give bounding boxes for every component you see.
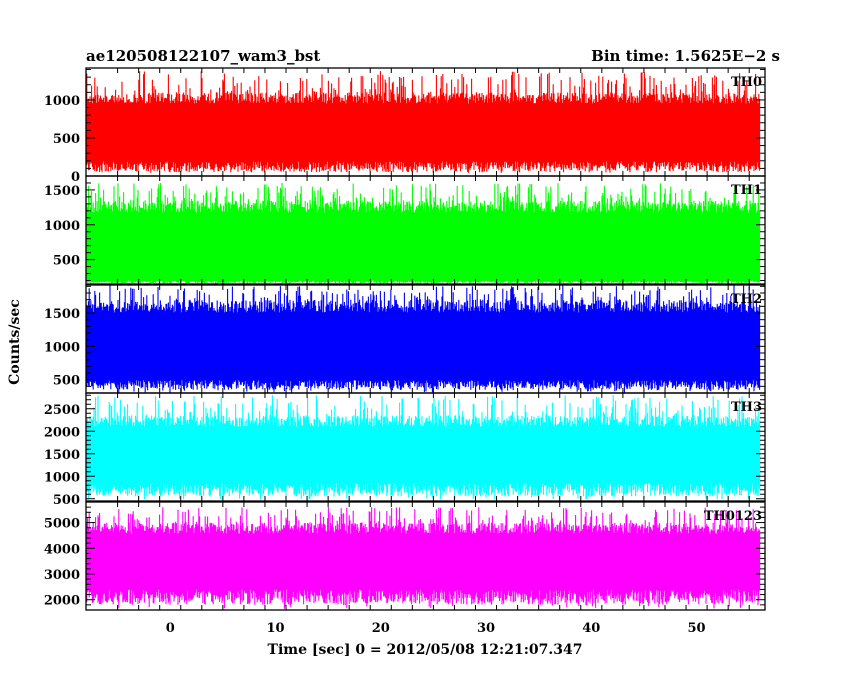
y-tick-label: 2000 xyxy=(44,425,80,440)
y-tick-label: 500 xyxy=(53,493,80,508)
panel-label-th1: TH1 xyxy=(731,183,762,198)
panel-frame xyxy=(85,392,766,502)
series-th0-line xyxy=(86,71,761,173)
y-tick-label: 500 xyxy=(53,254,80,269)
panel-th2: 500 1000 1500 TH2 xyxy=(44,284,766,394)
panel-th0123: 2000 3000 4000 5000 TH0123 xyxy=(44,501,766,611)
y-tick-label: 500 xyxy=(53,132,80,147)
panel-label-th3: TH3 xyxy=(731,400,762,415)
y-tick-label: 1000 xyxy=(44,470,80,485)
x-axis-label: Time [sec] 0 = 2012/05/08 12:21:07.347 xyxy=(268,642,583,658)
y-tick-label: 1000 xyxy=(44,94,80,109)
panel-frame xyxy=(85,175,766,285)
x-tick-labels: 0 10 20 30 40 50 xyxy=(166,621,706,636)
x-tick-label: 30 xyxy=(477,621,495,636)
series-th2-line xyxy=(86,285,761,393)
panel-th1: 500 1000 1500 TH1 xyxy=(44,175,766,285)
chart-title: ae120508122107_wam3_bst xyxy=(86,47,320,65)
panel-th3: 500 1000 1500 2000 2500 TH3 xyxy=(44,392,766,508)
y-tick-label: 1000 xyxy=(44,219,80,234)
panel-label-th0123: TH0123 xyxy=(704,509,762,524)
x-tick-label: 20 xyxy=(372,621,390,636)
series-th0123-line xyxy=(86,507,761,609)
bin-time-label: Bin time: 1.5625E−2 s xyxy=(591,47,780,65)
x-tick-label: 0 xyxy=(166,621,175,636)
panel-th0: 0 500 1000 TH0 xyxy=(44,67,766,185)
panel-label-th0: TH0 xyxy=(731,75,762,90)
series-th3-line xyxy=(86,395,761,500)
y-tick-label: 1500 xyxy=(44,307,80,322)
x-tick-label: 10 xyxy=(266,621,284,636)
y-tick-label: 2500 xyxy=(44,403,80,418)
y-tick-label: 500 xyxy=(53,374,80,389)
y-tick-label: 2000 xyxy=(44,594,80,609)
y-tick-label: 3000 xyxy=(44,568,80,583)
y-tick-label: 1500 xyxy=(44,448,80,463)
y-tick-label: 0 xyxy=(71,170,80,185)
panel-label-th2: TH2 xyxy=(731,292,762,307)
y-tick-label: 5000 xyxy=(44,517,80,532)
panel-frame xyxy=(85,501,766,611)
x-tick-label: 40 xyxy=(582,621,600,636)
y-tick-label: 1000 xyxy=(44,340,80,355)
y-tick-label: 4000 xyxy=(44,542,80,557)
x-tick-label: 50 xyxy=(688,621,706,636)
series-th1-line xyxy=(86,183,761,284)
y-axis-label: Counts/sec xyxy=(7,299,23,385)
y-tick-label: 1500 xyxy=(44,184,80,199)
